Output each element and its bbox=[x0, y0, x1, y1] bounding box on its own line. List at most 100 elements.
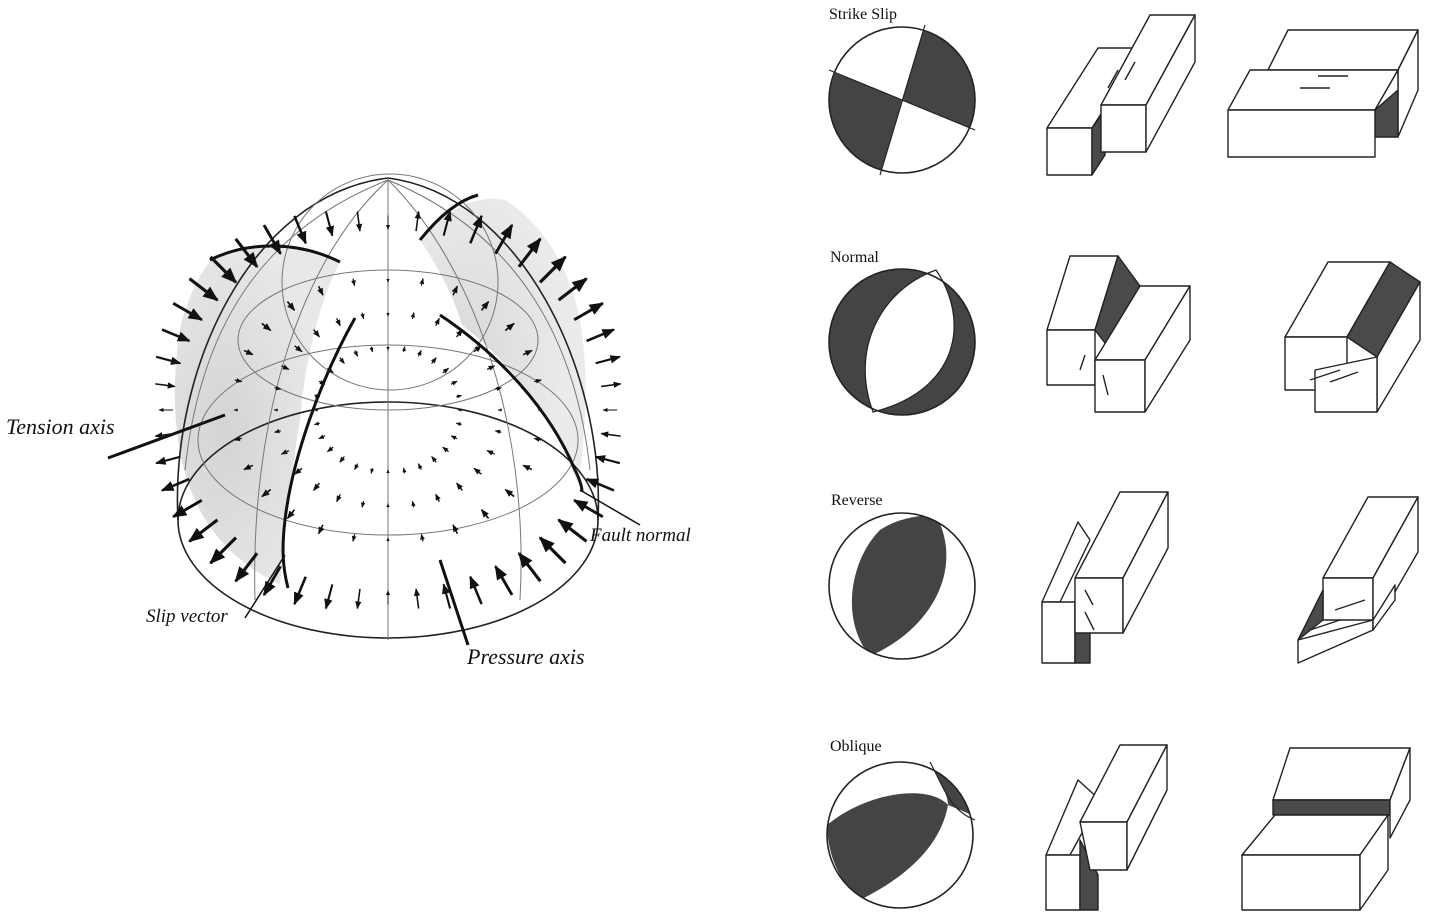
radiation-arrow bbox=[533, 437, 542, 442]
radiation-arrow bbox=[585, 477, 615, 492]
radiation-arrow bbox=[160, 477, 190, 492]
radiation-arrow bbox=[286, 300, 296, 311]
radiation-arrow bbox=[327, 367, 334, 374]
radiation-arrow bbox=[538, 255, 567, 284]
radiation-arrow bbox=[355, 211, 363, 232]
radiation-arrow bbox=[336, 493, 342, 503]
radiation-arrow bbox=[456, 329, 463, 338]
radiation-arrow bbox=[318, 379, 326, 385]
fault-normal-label: Fault normal bbox=[589, 525, 691, 546]
radiation-arrow bbox=[538, 536, 567, 565]
meridian-4 bbox=[184, 179, 389, 471]
radiation-arrow bbox=[327, 446, 334, 453]
radiation-arrow bbox=[318, 434, 326, 440]
radiation-arrow bbox=[155, 355, 182, 365]
radiation-arrow bbox=[504, 488, 515, 498]
radiation-arrow bbox=[262, 224, 282, 255]
radiation-arrow bbox=[411, 500, 416, 508]
radiation-arrow bbox=[486, 449, 495, 456]
radiation-arrow bbox=[324, 211, 334, 237]
radiation-arrow bbox=[456, 394, 463, 399]
radiation-arrow bbox=[351, 278, 356, 287]
radiation-arrow bbox=[586, 328, 616, 343]
radiation-arrow bbox=[243, 463, 254, 471]
radiation-arrow bbox=[442, 446, 449, 453]
radiation-arrow bbox=[504, 322, 515, 332]
radiation-arrow bbox=[172, 301, 204, 322]
radiation-arrow bbox=[601, 381, 622, 388]
radiation-arrow bbox=[294, 467, 303, 475]
radiation-arrow bbox=[435, 493, 441, 503]
radiation-arrow bbox=[414, 210, 421, 232]
fault-block-strike-slip-1 bbox=[1046, 14, 1196, 176]
radiation-arrow bbox=[594, 455, 621, 465]
radiation-arrow bbox=[188, 518, 219, 543]
fault-mechanisms-panel: Strike Slip bbox=[826, 6, 1421, 911]
radiation-arrow bbox=[262, 565, 282, 597]
nodal-plane-right bbox=[439, 313, 584, 493]
radiation-arrow bbox=[486, 365, 496, 371]
fault-block-strike-slip-2 bbox=[1227, 29, 1419, 158]
radiation-arrow bbox=[335, 317, 341, 327]
fault-block-oblique-2 bbox=[1241, 747, 1411, 911]
radiation-arrow bbox=[353, 350, 359, 357]
radiation-arrow bbox=[480, 509, 490, 520]
nodal-plane-upper-right bbox=[418, 193, 479, 241]
radiation-arrow bbox=[534, 378, 542, 384]
radiation-arrow bbox=[450, 380, 458, 386]
radiation-arrow bbox=[314, 393, 321, 398]
mechanism-row-strike-slip: Strike Slip bbox=[828, 6, 1419, 176]
radiation-arrow bbox=[370, 467, 375, 474]
radiation-arrow bbox=[402, 467, 407, 474]
radiation-arrow bbox=[494, 223, 514, 255]
fault-block-oblique-1 bbox=[1045, 744, 1168, 911]
mechanism-label-reverse: Reverse bbox=[831, 492, 883, 509]
radiation-arrow bbox=[234, 237, 259, 269]
radiation-arrow bbox=[600, 431, 621, 438]
radiation-arrow bbox=[261, 322, 272, 332]
radiation-arrow bbox=[234, 378, 243, 383]
shaded-quadrant bbox=[174, 244, 340, 585]
radiation-arrow bbox=[324, 584, 334, 610]
radiation-arrow bbox=[517, 551, 542, 583]
radiation-arrow bbox=[155, 455, 181, 465]
radiation-arrow bbox=[557, 518, 588, 543]
radiation-arrow bbox=[442, 583, 452, 609]
radiation-arrow bbox=[473, 467, 482, 475]
beachball-strike-slip bbox=[828, 24, 976, 176]
radiation-arrow bbox=[354, 463, 359, 471]
pressure-axis-label: Pressure axis bbox=[466, 644, 585, 669]
radiation-arrow bbox=[572, 498, 604, 519]
radiation-pattern-sphere: Tension axis Fault normal Slip vector Pr… bbox=[6, 173, 691, 669]
radiation-arrow bbox=[456, 482, 463, 491]
radiation-arrow bbox=[494, 429, 502, 435]
fault-block-normal-2 bbox=[1284, 261, 1421, 413]
radiation-arrow bbox=[339, 456, 346, 463]
radiation-arrow bbox=[434, 317, 440, 327]
radiation-arrow bbox=[450, 435, 458, 441]
radiation-arrow bbox=[274, 429, 281, 434]
tension-axis-label: Tension axis bbox=[6, 414, 115, 439]
radiation-arrow bbox=[417, 349, 422, 357]
radiation-arrow bbox=[401, 346, 406, 353]
mechanism-row-reverse: Reverse bbox=[828, 491, 1419, 664]
mechanism-label-strike-slip: Strike Slip bbox=[829, 6, 897, 23]
radiation-arrow bbox=[351, 534, 357, 542]
radiation-arrow bbox=[234, 552, 259, 583]
radiation-arrow bbox=[442, 210, 452, 236]
radiation-arrow bbox=[417, 463, 423, 470]
mechanism-label-oblique: Oblique bbox=[830, 738, 882, 755]
radiation-arrow bbox=[480, 300, 490, 311]
radiation-arrow bbox=[355, 588, 362, 610]
radiation-arrow bbox=[171, 498, 203, 519]
radiation-arrow bbox=[410, 312, 415, 319]
fault-block-reverse-1 bbox=[1041, 491, 1169, 664]
radiation-arrow bbox=[274, 385, 282, 391]
radiation-arrow bbox=[469, 214, 483, 244]
radiation-arrow bbox=[452, 524, 459, 535]
radiation-arrow bbox=[293, 215, 307, 245]
radiation-arrow bbox=[522, 464, 533, 471]
pressure-axis-line bbox=[438, 559, 470, 646]
slip-vector-label: Slip vector bbox=[146, 606, 228, 627]
radiation-arrow bbox=[313, 482, 320, 491]
